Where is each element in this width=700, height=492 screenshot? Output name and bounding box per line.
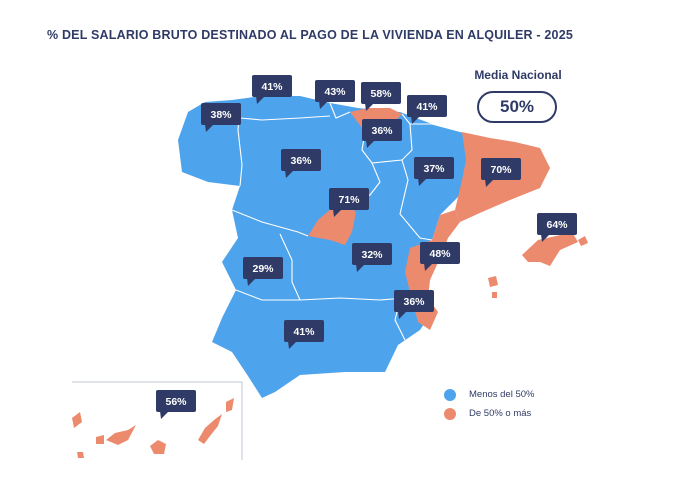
region-peninsula	[178, 96, 470, 398]
callout-extremadura: 29%	[243, 257, 283, 286]
callout-tail	[205, 124, 214, 132]
region-value-galicia: 38%	[210, 109, 232, 121]
callout-baleares: 64%	[537, 213, 577, 242]
callout-box	[537, 213, 577, 235]
national-average-label: Media Nacional	[474, 68, 562, 82]
callout-navarra: 41%	[407, 95, 447, 124]
callout-castilla-y-leon: 36%	[281, 149, 321, 178]
region-madrid	[308, 203, 356, 245]
region-value-cataluna: 70%	[490, 164, 512, 176]
callout-tail	[160, 411, 169, 419]
callout-madrid: 71%	[329, 188, 369, 217]
callout-tail	[285, 170, 294, 178]
region-value-madrid: 71%	[338, 194, 360, 206]
callout-andalucia: 41%	[284, 320, 324, 349]
national-average-value: 50%	[477, 91, 557, 123]
callout-aragon: 37%	[414, 157, 454, 186]
region-value-canarias: 56%	[165, 396, 187, 408]
callout-tail	[319, 101, 328, 109]
callout-cataluna: 70%	[481, 158, 521, 187]
region-baleares	[488, 232, 588, 298]
callout-tail	[424, 263, 433, 271]
region-value-castilla-la-mancha: 32%	[361, 249, 383, 261]
callout-box	[329, 188, 369, 210]
callout-box	[243, 257, 283, 279]
region-value-murcia: 36%	[403, 296, 425, 308]
region-value-baleares: 64%	[546, 219, 568, 231]
callout-tail	[256, 96, 265, 104]
callout-la-rioja: 36%	[362, 119, 402, 148]
callout-tail	[398, 311, 407, 319]
region-value-aragon: 37%	[423, 163, 445, 175]
callout-box	[284, 320, 324, 342]
region-value-navarra: 41%	[416, 101, 438, 113]
value-callouts: 38% 41% 43% 58% 41% 36% 36% 37% 70% 71% 64% 29% 32% 4…	[156, 75, 577, 419]
callout-tail	[288, 341, 297, 349]
callout-pais-vasco: 58%	[361, 82, 401, 111]
callout-box	[407, 95, 447, 117]
region-value-asturias: 41%	[261, 81, 283, 93]
callout-tail	[366, 140, 375, 148]
region-value-extremadura: 29%	[252, 263, 274, 275]
map-title: % DEL SALARIO BRUTO DESTINADO AL PAGO DE…	[46, 28, 574, 42]
callout-galicia: 38%	[201, 103, 241, 132]
legend-label-below: Menos del 50%	[469, 389, 535, 400]
callout-tail	[356, 264, 365, 272]
legend-swatch-above	[444, 408, 456, 420]
callout-tail	[541, 234, 550, 242]
callout-tail	[247, 278, 256, 286]
callout-tail	[411, 116, 420, 124]
callout-tail	[365, 103, 374, 111]
callout-box	[361, 82, 401, 104]
callout-box	[414, 157, 454, 179]
region-value-la-rioja: 36%	[371, 125, 393, 137]
callout-tail	[333, 209, 342, 217]
callout-box	[315, 80, 355, 102]
callout-comunidad-valenciana: 48%	[420, 242, 460, 271]
callout-box	[362, 119, 402, 141]
callout-asturias: 41%	[252, 75, 292, 104]
callout-cantabria: 43%	[315, 80, 355, 109]
legend-label-above: De 50% o más	[469, 408, 532, 419]
callout-box	[252, 75, 292, 97]
callout-box	[481, 158, 521, 180]
region-value-castilla-y-leon: 36%	[290, 155, 312, 167]
callout-box	[394, 290, 434, 312]
callout-box	[281, 149, 321, 171]
callout-box	[352, 243, 392, 265]
region-value-pais-vasco: 58%	[370, 88, 392, 100]
callout-box	[156, 390, 196, 412]
region-value-comunidad-valenciana: 48%	[429, 248, 451, 260]
callout-tail	[418, 178, 427, 186]
callout-canarias: 56%	[156, 390, 196, 419]
callout-murcia: 36%	[394, 290, 434, 319]
callout-tail	[485, 179, 494, 187]
callout-box	[201, 103, 241, 125]
legend-swatch-below	[444, 389, 456, 401]
region-canarias	[72, 398, 234, 458]
region-value-cantabria: 43%	[324, 86, 346, 98]
region-value-andalucia: 41%	[293, 326, 315, 338]
canarias-inset-frame	[72, 381, 243, 460]
callout-castilla-la-mancha: 32%	[352, 243, 392, 272]
callout-box	[420, 242, 460, 264]
